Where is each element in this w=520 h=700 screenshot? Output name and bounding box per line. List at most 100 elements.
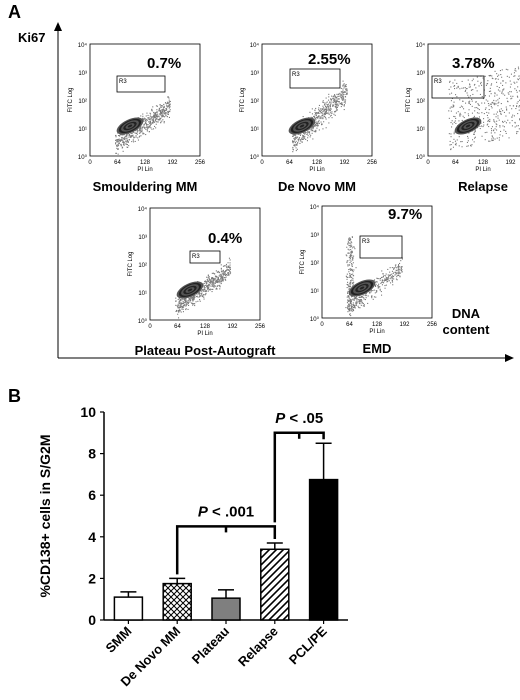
x-tick-label: 256: [367, 160, 378, 166]
dense-core: [176, 281, 204, 299]
x-tick-label: 0: [148, 324, 152, 330]
dna-label-line1: DNA: [452, 306, 481, 321]
gate-label: R3: [434, 79, 442, 85]
gate-box: [431, 75, 485, 99]
panel-a-label: A: [8, 2, 21, 22]
x-tick-label: SMM: [102, 624, 134, 656]
gate-box: [116, 75, 166, 93]
gate-percent: 9.7%: [388, 206, 422, 223]
panel-a-arrow-up-icon: [54, 22, 62, 31]
y-tick-label: 10³: [78, 71, 87, 77]
dna-label-line2: content: [443, 322, 491, 337]
plot-title: EMD: [363, 341, 392, 356]
plot-x-label: PI Lin: [197, 331, 212, 337]
bar: [113, 596, 144, 621]
scatter-cloud: [292, 80, 348, 153]
y-tick-label: 10⁰: [310, 316, 320, 323]
flow-plots: 10⁰ 10¹ 10² 10³ 10⁴ 0 64 128 192 256 FITC Log PI Li…: [68, 42, 520, 358]
x-tick-label: 64: [114, 160, 121, 166]
x-tick-label: 0: [88, 160, 92, 166]
dense-core: [288, 117, 316, 135]
y-tick-label: 0: [88, 612, 96, 628]
y-tick-label: 10¹: [416, 127, 425, 133]
gate-box: [289, 68, 341, 89]
plot-x-label: PI Lin: [137, 167, 152, 173]
scatter-cloud: [345, 236, 403, 317]
y-tick-label: 10⁴: [416, 42, 426, 49]
y-tick-label: 10¹: [78, 127, 87, 133]
x-tick-label: 0: [320, 322, 324, 328]
x-tick-label: 192: [399, 322, 410, 328]
significance-label: P < .001: [198, 503, 254, 520]
gate-percent: 0.4%: [208, 230, 242, 247]
y-tick-label: 10³: [138, 235, 147, 241]
bar: [308, 478, 339, 621]
plot-x-label: PI Lin: [369, 329, 384, 335]
dense-core: [348, 279, 376, 297]
x-tick-label: 128: [372, 322, 383, 328]
y-tick-label: 10¹: [310, 289, 319, 295]
plot-title: Relapse: [458, 179, 508, 194]
x-tick-label: 192: [505, 160, 516, 166]
panel-b-label: B: [8, 386, 21, 406]
x-tick-label: 64: [346, 322, 353, 328]
y-tick-label: 10⁴: [138, 206, 148, 213]
significance-label: P < .05: [275, 410, 323, 427]
y-tick-label: 10²: [416, 99, 425, 105]
y-tick-label: 6: [88, 487, 96, 503]
plot-x-label: PI Lin: [475, 167, 490, 173]
y-tick-label: 10²: [250, 99, 259, 105]
plot-frame: [427, 43, 520, 157]
x-tick-label: Relapse: [235, 624, 281, 670]
y-tick-label: 10⁰: [138, 318, 148, 325]
x-tick-label: 128: [312, 160, 323, 166]
y-tick-label: 10⁰: [250, 154, 260, 161]
y-tick-label: 8: [88, 446, 96, 462]
y-tick-label: 10²: [78, 99, 87, 105]
x-tick-label: 128: [200, 324, 211, 330]
y-tick-label: 10³: [250, 71, 259, 77]
gate-percent: 2.55%: [308, 51, 351, 68]
dense-core: [116, 117, 144, 135]
gate-percent: 3.78%: [452, 55, 495, 72]
bar: [260, 548, 290, 621]
y-tick-label: 10¹: [250, 127, 259, 133]
y-tick-label: 10³: [310, 233, 319, 239]
plot-y-label: FITC Log: [68, 87, 74, 112]
gate-label: R3: [119, 79, 127, 85]
y-tick-label: 10⁰: [78, 154, 88, 161]
y-tick-label: 10: [80, 404, 96, 420]
x-tick-label: 128: [140, 160, 151, 166]
gate-box: [189, 250, 221, 264]
x-tick-label: 256: [255, 324, 266, 330]
plot-frame: [89, 43, 201, 157]
bar: [162, 582, 192, 621]
gate-label: R3: [362, 239, 370, 245]
y-tick-label: 4: [88, 529, 96, 545]
ki67-axis-label: Ki67: [18, 30, 45, 45]
plot-y-label: FITC Log: [300, 249, 306, 274]
x-tick-label: 192: [167, 160, 178, 166]
y-tick-label: 10⁴: [250, 42, 260, 49]
x-tick-label: 256: [427, 322, 438, 328]
x-tick-label: 64: [174, 324, 181, 330]
plot-title: De Novo MM: [278, 179, 356, 194]
y-tick-label: 10⁴: [310, 204, 320, 211]
x-tick-label: 64: [286, 160, 293, 166]
x-tick-label: 256: [195, 160, 206, 166]
plot-frame: [261, 43, 373, 157]
x-tick-label: PCL/PE: [286, 623, 330, 667]
y-tick-label: 10³: [416, 71, 425, 77]
gate-label: R3: [292, 72, 300, 78]
plot-title: Smouldering MM: [93, 179, 198, 194]
bar: [211, 597, 241, 621]
y-tick-label: 10²: [310, 261, 319, 267]
panel-a-arrow-right-icon: [505, 354, 514, 362]
gate-label: R3: [192, 254, 200, 260]
x-tick-label: 192: [339, 160, 350, 166]
